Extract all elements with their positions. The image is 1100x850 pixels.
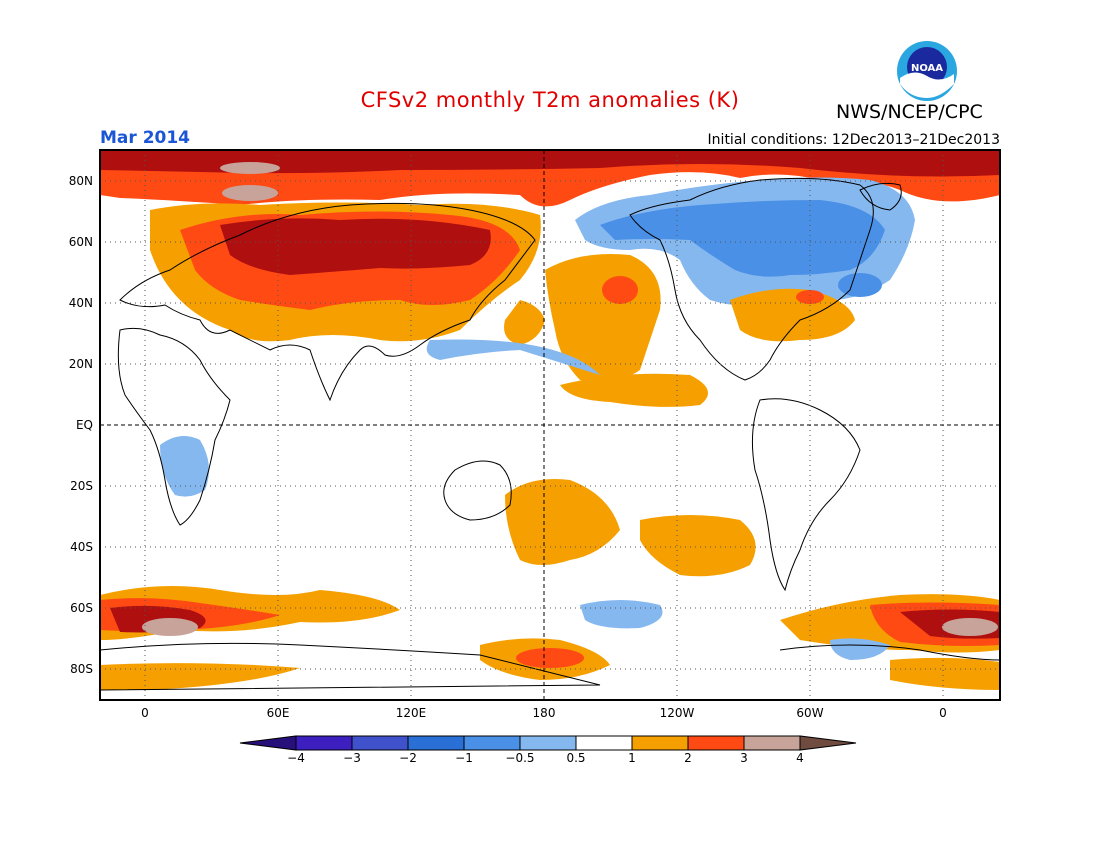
- lat-label: 80S: [70, 662, 93, 676]
- lon-label: 120E: [396, 706, 427, 720]
- legend-swatch: [463, 735, 521, 751]
- legend-low-arrow: [239, 735, 297, 751]
- legend-tick: −3: [343, 751, 361, 765]
- legend-swatch: [519, 735, 577, 751]
- legend-swatch: [743, 735, 801, 751]
- lon-label: 0: [141, 706, 149, 720]
- lat-label: 60S: [70, 601, 93, 615]
- legend-ticks: −4 −3 −2 −1 −0.5 0.5 1 2 3 4: [287, 751, 804, 765]
- map-frame: [99, 149, 1001, 701]
- lon-label: 60W: [796, 706, 823, 720]
- legend-swatch: [575, 735, 633, 751]
- lat-labels: 80N 60N 40N 20N EQ 20S 40S 60S 80S: [69, 174, 93, 676]
- lon-label: 120W: [660, 706, 695, 720]
- chart-title: CFSv2 monthly T2m anomalies (K): [360, 88, 740, 112]
- coastlines: [100, 177, 1000, 691]
- legend-tick: −4: [287, 751, 305, 765]
- lat-label: 20S: [70, 479, 93, 493]
- forecast-month: Mar 2014: [100, 128, 191, 148]
- legend-swatch: [407, 735, 465, 751]
- legend-swatch: [295, 735, 353, 751]
- noaa-logo-icon: NOAA: [897, 41, 957, 101]
- legend-swatch: [631, 735, 689, 751]
- lat-label: 80N: [69, 174, 93, 188]
- lat-label: 20N: [69, 357, 93, 371]
- legend-tick: 0.5: [566, 751, 585, 765]
- agency-label: NWS/NCEP/CPC: [836, 101, 983, 123]
- lon-label: 180: [533, 706, 556, 720]
- lat-label: EQ: [76, 418, 93, 432]
- legend-tick: −2: [399, 751, 417, 765]
- logo-text: NOAA: [911, 63, 943, 74]
- lon-labels: 0 60E 120E 180 120W 60W 0: [141, 706, 947, 720]
- legend-swatch: [687, 735, 745, 751]
- legend-tick: 1: [628, 751, 636, 765]
- lat-label: 40N: [69, 296, 93, 310]
- legend-high-arrow: [799, 735, 857, 751]
- legend-tick: 2: [684, 751, 692, 765]
- lat-label: 60N: [69, 235, 93, 249]
- legend-swatch: [351, 735, 409, 751]
- lat-label: 40S: [70, 540, 93, 554]
- lon-label: 0: [939, 706, 947, 720]
- initial-conditions: Initial conditions: 12Dec2013–21Dec2013: [707, 132, 1000, 148]
- legend-tick: −0.5: [505, 751, 534, 765]
- legend-tick: 3: [740, 751, 748, 765]
- lon-label: 60E: [267, 706, 290, 720]
- legend-tick: 4: [796, 751, 804, 765]
- legend-boxes: [239, 735, 857, 751]
- legend-tick: −1: [455, 751, 473, 765]
